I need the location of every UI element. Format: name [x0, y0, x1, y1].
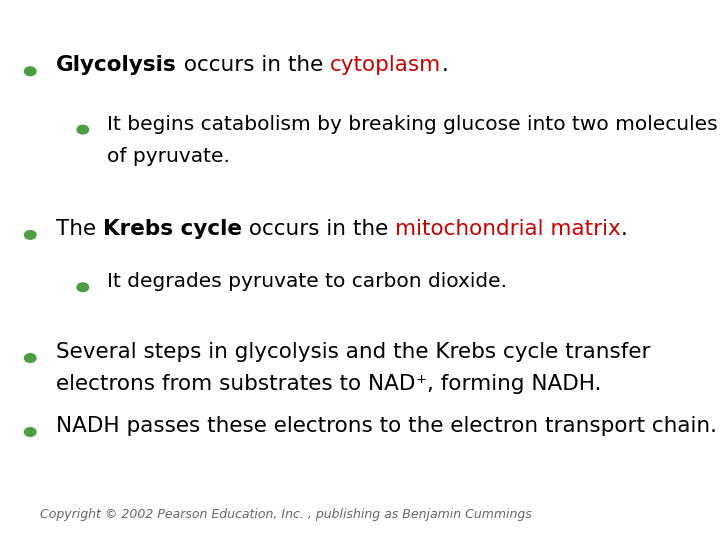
Text: It degrades pyruvate to carbon dioxide.: It degrades pyruvate to carbon dioxide.: [107, 272, 507, 291]
Text: The: The: [56, 219, 103, 239]
Text: mitochondrial matrix: mitochondrial matrix: [395, 219, 621, 239]
Text: Copyright © 2002 Pearson Education, Inc. , publishing as Benjamin Cummings: Copyright © 2002 Pearson Education, Inc.…: [40, 508, 531, 522]
Text: occurs in the: occurs in the: [242, 219, 395, 239]
Text: of pyruvate.: of pyruvate.: [107, 147, 230, 166]
Text: cytoplasm: cytoplasm: [330, 55, 441, 75]
Text: , forming NADH.: , forming NADH.: [427, 374, 601, 394]
Text: It begins catabolism by breaking glucose into two molecules: It begins catabolism by breaking glucose…: [107, 114, 717, 133]
Text: Several steps in glycolysis and the Krebs cycle transfer: Several steps in glycolysis and the Kreb…: [56, 342, 651, 362]
Text: .: .: [441, 55, 448, 75]
Text: .: .: [621, 219, 628, 239]
Text: occurs in the: occurs in the: [177, 55, 330, 75]
Text: ⁺: ⁺: [415, 374, 427, 394]
Text: Krebs cycle: Krebs cycle: [103, 219, 242, 239]
Text: Glycolysis: Glycolysis: [56, 55, 177, 75]
Text: NADH passes these electrons to the electron transport chain.: NADH passes these electrons to the elect…: [56, 416, 717, 436]
Text: electrons from substrates to NAD: electrons from substrates to NAD: [56, 374, 415, 394]
